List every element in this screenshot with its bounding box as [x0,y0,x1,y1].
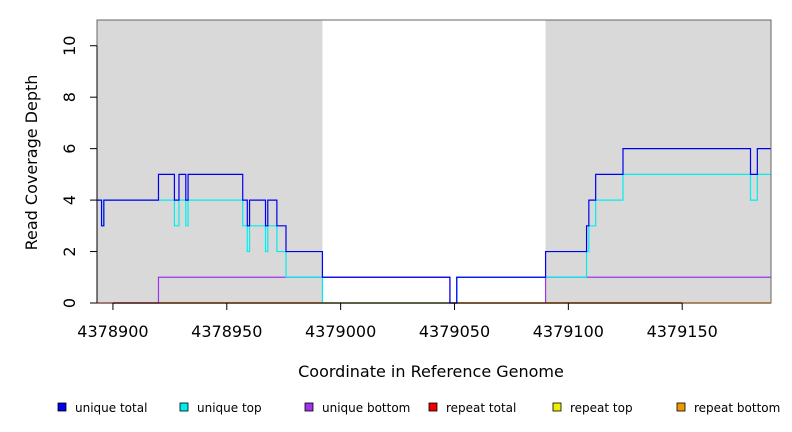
series-line-unique-total [97,148,771,304]
y-tick-label: 2 [60,246,79,256]
legend-item-repeat-top: repeat top [552,401,633,415]
x-tick-label: 4379150 [647,322,718,341]
legend-item-unique-bottom: unique bottom [304,401,410,415]
x-axis: 4378900 4378950 4379000 4379050 4379100 43791… [77,302,718,341]
legend-swatch [57,402,67,412]
legend-item-unique-total: unique total [57,401,147,415]
legend-item-repeat-bottom: repeat bottom [676,401,780,415]
x-tick-label: 4379000 [305,322,376,341]
x-tick-label: 4378950 [191,322,262,341]
legend-swatch [179,402,189,412]
legend-item-repeat-total: repeat total [428,401,516,415]
legend-swatch [304,402,314,412]
legend-label: unique bottom [322,401,410,415]
y-tick-label: 6 [60,144,79,154]
legend-label: repeat bottom [694,401,780,415]
series-line-unique-top [97,173,771,304]
y-tick-label: 0 [60,298,79,308]
legend-label: unique top [197,401,262,415]
y-tick-label: 8 [60,92,79,102]
y-axis: 0 2 4 6 8 10 [60,36,98,308]
y-tick-label: 10 [60,36,79,56]
y-axis-title: Read Coverage Depth [22,75,41,251]
x-axis-title: Coordinate in Reference Genome [298,362,564,381]
legend-item-unique-top: unique top [179,401,262,415]
legend-swatch [676,402,686,412]
x-tick-label: 4378900 [77,322,148,341]
legend-label: repeat total [446,401,516,415]
legend-label: unique total [75,401,147,415]
shaded-region-1 [545,20,771,303]
legend: unique total unique top unique bottom repea… [57,401,780,415]
x-tick-label: 4379050 [419,322,490,341]
shaded-region-0 [97,20,323,303]
legend-label: repeat top [570,401,633,415]
legend-swatch [552,402,562,412]
legend-swatch [428,402,438,412]
x-tick-label: 4379100 [533,322,604,341]
y-tick-label: 4 [60,195,79,205]
shaded-regions [97,20,771,303]
